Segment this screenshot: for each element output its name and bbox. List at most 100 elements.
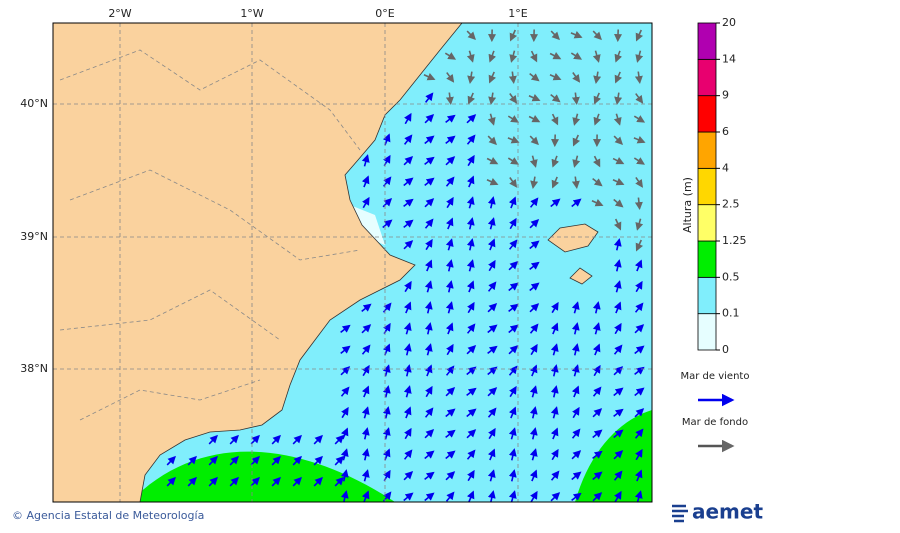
colorbar-label: 0.1 bbox=[722, 307, 740, 320]
swell-arrow bbox=[635, 50, 644, 63]
wind-arrow bbox=[445, 259, 454, 272]
wind-arrow bbox=[613, 280, 622, 293]
wind-arrow bbox=[424, 259, 433, 272]
wind-arrow bbox=[571, 364, 580, 377]
wind-arrow bbox=[488, 259, 496, 272]
colorbar: 0 0.1 0.5 1.25 2.5 4 6 9 14 20 bbox=[697, 16, 747, 356]
wind-arrow bbox=[445, 238, 454, 251]
wind-arrow bbox=[487, 345, 498, 354]
wind-arrow bbox=[592, 471, 603, 481]
swell-arrow bbox=[549, 72, 562, 81]
wind-arrow bbox=[550, 322, 559, 335]
swell-arrow bbox=[487, 135, 497, 146]
swell-arrow bbox=[634, 71, 643, 85]
wind-arrow bbox=[571, 301, 580, 314]
wind-arrow bbox=[403, 471, 414, 481]
wind-arrow bbox=[208, 434, 218, 445]
swell-arrow bbox=[529, 135, 539, 146]
wind-arrow bbox=[466, 259, 475, 272]
colorbar-segment bbox=[697, 240, 717, 278]
wind-arrow bbox=[446, 343, 454, 356]
lon-label: 1°E bbox=[508, 7, 527, 20]
wind-arrow bbox=[572, 406, 580, 419]
wind-arrow bbox=[571, 322, 580, 335]
graticule bbox=[53, 23, 652, 502]
wind-arrow bbox=[571, 471, 582, 481]
wind-arrow bbox=[529, 303, 540, 313]
wind-arrow bbox=[466, 408, 477, 418]
wind-arrow bbox=[445, 114, 456, 123]
calm-zone bbox=[350, 205, 385, 245]
swell-arrow bbox=[635, 177, 644, 188]
swell-arrow bbox=[530, 176, 539, 189]
swell-arrow bbox=[613, 135, 624, 146]
wind-arrow bbox=[529, 448, 538, 461]
wind-arrow bbox=[382, 448, 391, 461]
wind-arrow bbox=[382, 343, 391, 356]
swell-arrow bbox=[551, 176, 560, 189]
wind-arrow bbox=[487, 324, 498, 334]
wind-arrow bbox=[508, 469, 517, 482]
wind-arrow bbox=[529, 406, 538, 419]
swell-arrow bbox=[529, 155, 538, 168]
lat-label: 38°N bbox=[20, 362, 48, 375]
wind-arrow bbox=[508, 427, 517, 440]
wind-arrow bbox=[187, 455, 197, 466]
wind-arrow bbox=[404, 280, 412, 293]
wind-arrow bbox=[340, 345, 351, 355]
swell-arrow bbox=[592, 50, 601, 63]
swell-arrow bbox=[634, 197, 643, 211]
wind-arrow bbox=[208, 476, 218, 487]
wind-arrow bbox=[550, 492, 561, 502]
swell-arrow bbox=[507, 115, 520, 123]
swell-arrow bbox=[528, 93, 541, 102]
wind-arrow bbox=[508, 261, 519, 271]
wind-arrow bbox=[361, 344, 371, 355]
colorbar-segment bbox=[697, 167, 717, 206]
wind-arrow bbox=[487, 303, 498, 313]
wind-arrow bbox=[313, 434, 323, 445]
colorbar-label: 0.5 bbox=[722, 270, 740, 283]
wind-arrow bbox=[466, 175, 475, 188]
swell-arrow bbox=[572, 72, 581, 83]
swell-arrow bbox=[635, 29, 644, 42]
wind-arrow bbox=[445, 135, 456, 145]
swell-arrow bbox=[488, 71, 497, 84]
wind-arrow bbox=[403, 198, 414, 207]
wind-arrow bbox=[361, 448, 370, 461]
wind-arrow bbox=[424, 407, 434, 418]
swell-arrow bbox=[592, 178, 603, 187]
wind-arrow bbox=[424, 92, 434, 103]
swell-arrow bbox=[614, 50, 623, 63]
wind-arrow bbox=[634, 345, 645, 355]
wind-arrow bbox=[529, 469, 538, 482]
wind-arrow bbox=[403, 219, 414, 229]
wind-arrow bbox=[361, 154, 370, 167]
wind-arrow bbox=[445, 176, 455, 187]
wind-arrow bbox=[508, 239, 518, 250]
wind-arrow bbox=[487, 490, 496, 502]
wind-arrow bbox=[445, 322, 454, 335]
wind-arrow bbox=[466, 387, 477, 396]
wind-arrow bbox=[340, 469, 349, 482]
wind-arrow bbox=[634, 302, 644, 313]
swell-arrow bbox=[508, 71, 517, 85]
wind-arrow bbox=[425, 238, 433, 251]
lat-label: 40°N bbox=[20, 97, 48, 110]
wind-arrow bbox=[382, 219, 393, 229]
island bbox=[569, 267, 593, 285]
wind-arrow bbox=[404, 112, 412, 125]
wind-arrow bbox=[592, 408, 603, 418]
wind-arrow bbox=[382, 427, 391, 440]
wind-arrow bbox=[634, 428, 644, 439]
wind-arrow bbox=[403, 322, 412, 335]
wind-arrow bbox=[341, 406, 349, 419]
wind-arrow bbox=[403, 385, 412, 398]
colorbar-label: 1.25 bbox=[722, 234, 747, 247]
wind-arrow bbox=[446, 196, 454, 209]
wind-arrow bbox=[550, 406, 559, 419]
wind-arrow bbox=[613, 429, 624, 439]
wind-arrow bbox=[229, 434, 239, 445]
wind-arrow bbox=[424, 364, 433, 377]
wind-arrow bbox=[571, 343, 580, 356]
